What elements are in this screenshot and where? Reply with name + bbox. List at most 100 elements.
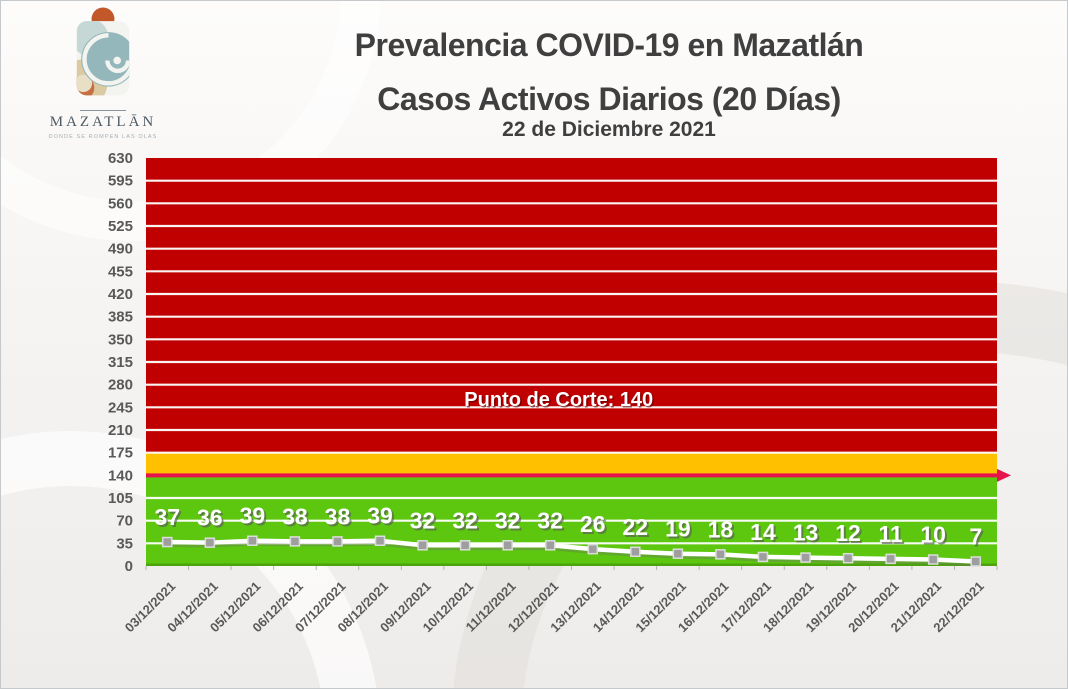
y-tick-label: 70	[116, 513, 133, 530]
data-label: 12	[835, 520, 861, 546]
data-point-marker	[289, 536, 301, 547]
data-point-marker	[927, 554, 939, 565]
svg-text:10: 10	[922, 524, 948, 550]
data-label: 32	[410, 507, 436, 533]
y-tick-label: 210	[108, 422, 133, 439]
data-point-markers	[162, 535, 981, 567]
svg-text:26: 26	[582, 513, 608, 539]
y-tick-label: 490	[108, 241, 133, 258]
data-label: 38	[282, 503, 308, 529]
svg-text:39: 39	[242, 505, 268, 531]
data-point-marker	[800, 552, 811, 563]
logo-tagline: DONDE SE ROMPEN LAS OLAS	[48, 134, 158, 140]
data-label: 11	[878, 521, 903, 547]
shell-sun-icon	[76, 7, 130, 96]
data-label: 32	[452, 507, 478, 533]
data-label: 39	[367, 503, 393, 529]
logo-wordmark: MAZATLĀN	[49, 114, 157, 130]
svg-text:39: 39	[369, 505, 395, 531]
data-point-marker	[332, 536, 343, 547]
data-point-marker	[459, 540, 471, 551]
x-axis-labels: 03/12/202104/12/202105/12/202106/12/2021…	[122, 579, 987, 636]
data-label: 26	[580, 511, 606, 537]
data-point-marker	[630, 546, 641, 558]
data-point-marker	[672, 548, 684, 559]
data-label: 38	[325, 503, 351, 529]
logo-divider	[80, 110, 126, 111]
svg-text:36: 36	[199, 507, 225, 533]
svg-text:18: 18	[710, 518, 736, 544]
y-tick-label: 595	[108, 173, 133, 190]
svg-text:38: 38	[284, 505, 310, 531]
y-tick-label: 245	[108, 399, 133, 416]
y-tick-label: 105	[108, 490, 133, 507]
zone-band	[146, 158, 997, 453]
svg-text:32: 32	[454, 509, 480, 535]
y-tick-label: 175	[108, 445, 133, 462]
y-tick-label: 0	[125, 558, 133, 575]
svg-text:38: 38	[327, 505, 353, 531]
svg-text:14: 14	[752, 521, 778, 547]
page-title: Prevalencia COVID-19 en Mazatlán	[354, 27, 864, 63]
data-label: 22	[623, 514, 649, 540]
data-point-marker	[374, 535, 386, 546]
svg-text:32: 32	[497, 509, 523, 535]
data-label: 37	[154, 504, 180, 530]
data-label: 36	[197, 505, 223, 531]
data-point-marker	[502, 540, 513, 551]
data-point-marker	[587, 543, 599, 555]
svg-text:11: 11	[880, 523, 905, 549]
data-point-marker	[842, 552, 854, 564]
data-label: 10	[920, 522, 946, 548]
y-tick-label: 455	[108, 263, 133, 280]
data-point-marker	[544, 540, 556, 551]
data-label: 7	[969, 523, 982, 549]
data-label: 32	[537, 507, 563, 533]
data-label: 14	[750, 519, 776, 545]
y-tick-label: 560	[108, 195, 133, 212]
y-tick-label: 315	[108, 354, 133, 371]
cutoff-line	[146, 468, 1011, 482]
data-label: 39	[240, 503, 266, 529]
zone-band	[146, 452, 997, 476]
y-tick-label: 385	[108, 309, 133, 326]
svg-text:32: 32	[412, 509, 438, 535]
y-tick-label: 350	[108, 331, 133, 348]
data-point-marker	[970, 556, 981, 567]
svg-text:Punto de Corte: 140: Punto de Corte: 140	[464, 389, 653, 411]
cutoff-arrow-icon	[997, 468, 1011, 482]
y-tick-label: 420	[108, 286, 133, 303]
data-point-marker	[885, 553, 896, 565]
data-point-marker	[417, 540, 428, 551]
data-label: 18	[708, 516, 734, 542]
data-label: 13	[793, 520, 819, 546]
data-point-marker	[247, 535, 258, 546]
chart-zone-bands	[146, 158, 997, 566]
svg-text:13: 13	[795, 522, 821, 548]
y-tick-label: 35	[116, 535, 133, 552]
svg-text:19: 19	[667, 518, 693, 544]
svg-text:7: 7	[971, 525, 984, 551]
svg-text:22: 22	[625, 516, 651, 542]
data-label: 32	[495, 507, 521, 533]
data-point-marker	[715, 549, 726, 560]
svg-text:32: 32	[539, 509, 565, 535]
y-tick-label: 525	[108, 218, 133, 235]
mazatlan-logo: MAZATLĀN DONDE SE ROMPEN LAS OLAS	[39, 7, 167, 140]
report-date: 22 de Diciembre 2021	[502, 118, 716, 141]
svg-text:12: 12	[837, 522, 863, 548]
data-label: 19	[665, 516, 691, 542]
series-line	[167, 538, 977, 567]
y-tick-label: 140	[108, 467, 133, 484]
y-axis-labels: 0 35 70 105 140 175 210 245 280 315 350 385 420 455 49…	[108, 150, 133, 575]
page-subtitle: Casos Activos Diarios (20 Días)	[377, 81, 841, 117]
svg-text:Punto de Corte: 140: Punto de Corte: 140	[466, 390, 655, 412]
data-point-marker	[757, 551, 769, 563]
gridlines	[146, 179, 997, 545]
x-axis-ticks	[145, 566, 998, 570]
svg-text:37: 37	[156, 506, 182, 532]
data-point-marker	[204, 537, 216, 548]
